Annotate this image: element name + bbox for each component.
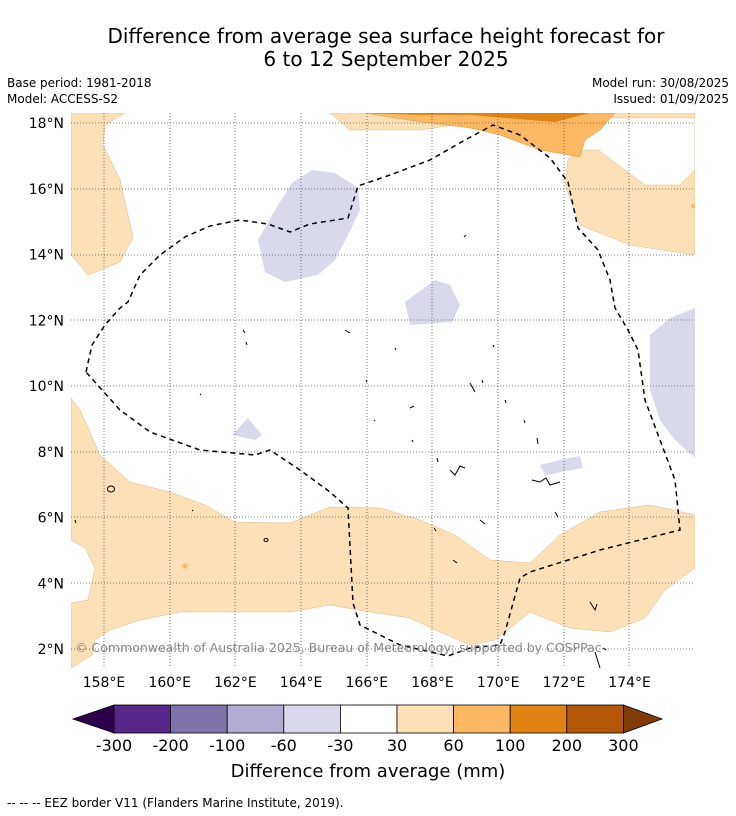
- anomaly-spot: [691, 204, 695, 208]
- copyright-text: © Commonwealth of Australia 2025, Bureau…: [75, 640, 602, 655]
- map-title-line-2: 6 to 12 September 2025: [263, 47, 509, 71]
- anomaly-region-neg-30-60-e: [540, 456, 583, 476]
- anomaly-region-neg-30-60-d: [232, 418, 262, 440]
- colorbar-tick: -200: [152, 736, 189, 755]
- latitude-label: 4°N: [38, 576, 64, 592]
- map-area: © Commonwealth of Australia 2025, Bureau…: [71, 113, 695, 668]
- longitude-label: 168°E: [411, 675, 454, 691]
- colorbar-bin: [566, 704, 624, 734]
- colorbar-tick: -30: [327, 736, 354, 755]
- longitude-label: 172°E: [543, 675, 586, 691]
- colorbar-tick: 300: [608, 736, 639, 755]
- colorbar-bin: [170, 704, 228, 734]
- eez-border: [85, 124, 681, 657]
- anomaly-region-100-200: [365, 113, 590, 122]
- colorbar-label: Difference from average (mm): [230, 761, 506, 782]
- anomaly-region-neg-30-60-c: [650, 308, 695, 458]
- longitude-labels: 158°E 160°E 162°E 164°E 166°E 168°E 170°E 172°E…: [83, 675, 651, 691]
- longitude-label: 170°E: [477, 675, 520, 691]
- issued-text: Issued: 01/09/2025: [613, 92, 729, 106]
- colorbar-tick: -300: [95, 736, 133, 755]
- colorbar-bin: [509, 704, 568, 734]
- longitude-label: 164°E: [280, 675, 323, 691]
- base-period-text: Base period: 1981-2018: [7, 76, 152, 90]
- anomaly-region-neg-30-60-a: [258, 170, 360, 282]
- meta-right: Model run: 30/08/2025 Issued: 01/09/2025: [592, 75, 729, 107]
- colorbar-tick: -60: [270, 736, 297, 755]
- colorbar-tick: 60: [443, 736, 464, 755]
- colorbar-extend-high: [623, 704, 664, 734]
- latitude-label: 8°N: [38, 445, 64, 461]
- latitude-label: 18°N: [29, 116, 64, 132]
- latitude-label: 14°N: [29, 248, 64, 264]
- longitude-label: 166°E: [346, 675, 389, 691]
- island-outlines: [74, 234, 607, 668]
- colorbar-extend-low: [71, 704, 115, 734]
- colorbar-bin: [396, 704, 454, 734]
- colorbar: [71, 704, 664, 734]
- eez-footnote: -- -- -- EEZ border V11 (Flanders Marine…: [7, 796, 344, 810]
- latitude-labels: 18°N 16°N 14°N 12°N 10°N 8°N 6°N 4°N 2°N: [29, 116, 64, 658]
- longitude-label: 158°E: [83, 675, 126, 691]
- colorbar-tick: 200: [551, 736, 583, 755]
- colorbar-tick: 30: [386, 736, 408, 755]
- colorbar-bin: [226, 704, 285, 734]
- longitude-label: 162°E: [214, 675, 257, 691]
- longitude-label: 174°E: [608, 675, 651, 691]
- colorbar-bin: [113, 704, 171, 734]
- anomaly-spot: [182, 563, 188, 569]
- latitude-label: 12°N: [29, 313, 64, 329]
- longitude-label: 160°E: [148, 675, 191, 691]
- anomaly-region-30-60-south: [71, 397, 695, 668]
- latitude-label: 2°N: [38, 642, 64, 658]
- colorbar-bin: [283, 704, 341, 734]
- map-title-line-1: Difference from average sea surface heig…: [107, 24, 665, 48]
- colorbar-tick: 100: [494, 736, 526, 755]
- latitude-label: 16°N: [29, 182, 64, 198]
- latitude-label: 6°N: [38, 511, 64, 527]
- meta-left: Base period: 1981-2018 Model: ACCESS-S2: [7, 75, 152, 107]
- model-text: Model: ACCESS-S2: [7, 92, 119, 106]
- model-run-text: Model run: 30/08/2025: [591, 76, 729, 90]
- anomaly-region-neg-30-60-b: [405, 280, 460, 325]
- colorbar-bin: [453, 704, 511, 734]
- map-gridlines: [71, 113, 695, 668]
- latitude-label: 10°N: [29, 379, 64, 395]
- colorbar-tick: -100: [209, 736, 246, 755]
- anomaly-region-30-60-northwest: [71, 113, 134, 276]
- colorbar-bin: [339, 704, 398, 734]
